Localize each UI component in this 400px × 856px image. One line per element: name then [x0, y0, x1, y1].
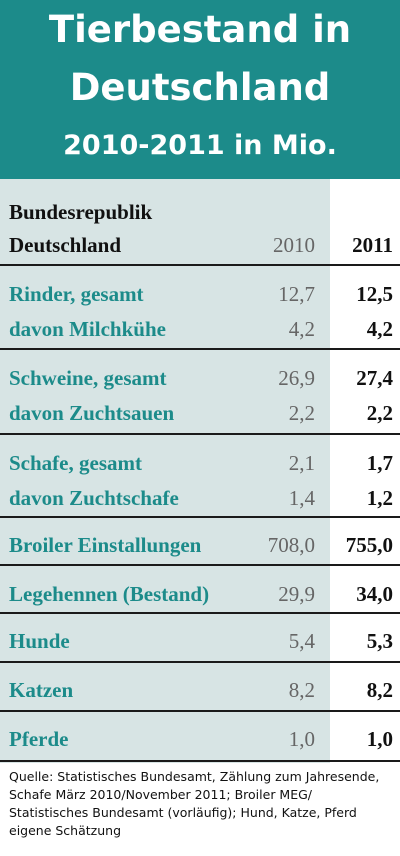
value-2010: 12,7	[278, 282, 315, 306]
value-2010: 1,4	[288, 486, 315, 510]
value-2010: 26,9	[278, 366, 315, 390]
divider	[0, 612, 400, 614]
divider	[0, 760, 400, 762]
value-2010: 1,0	[288, 727, 315, 751]
row-label: Hunde	[9, 629, 70, 653]
value-2011: 1,7	[366, 451, 393, 475]
divider	[0, 661, 400, 663]
value-2011: 12,5	[356, 282, 393, 306]
value-2010: 2,2	[288, 401, 315, 425]
title-line-1: Tierbestand in	[48, 8, 352, 51]
value-2011: 5,3	[366, 629, 393, 653]
table-row-rinder: Rinder, gesamt 12,7 12,5	[0, 279, 400, 309]
value-2010: 8,2	[288, 678, 315, 702]
table-header-row-1: Bundesrepublik	[0, 197, 400, 227]
data-table: Bundesrepublik Deutschland 2010 2011 Rin…	[0, 179, 400, 763]
value-2011: 8,2	[366, 678, 393, 702]
header-banner: Tierbestand in Deutschland 2010-2011 in …	[0, 0, 400, 179]
table-row-pferde: Pferde 1,0 1,0	[0, 724, 400, 754]
divider	[0, 348, 400, 350]
value-2011: 2,2	[366, 401, 393, 425]
divider	[0, 264, 400, 266]
source-line-3: Statistisches Bundesamt (vorläufig); Hun…	[9, 805, 357, 820]
divider	[0, 564, 400, 566]
value-2010: 29,9	[278, 582, 315, 606]
row-label: Legehennen (Bestand)	[9, 582, 210, 606]
table-row-zuchtschafe: davon Zuchtschafe 1,4 1,2	[0, 483, 400, 513]
table-row-legehennen: Legehennen (Bestand) 29,9 34,0	[0, 579, 400, 609]
table-row-zuchtsauen: davon Zuchtsauen 2,2 2,2	[0, 398, 400, 428]
table-row-schweine: Schweine, gesamt 26,9 27,4	[0, 363, 400, 393]
source-line-4: eigene Schätzung	[9, 823, 122, 838]
year-2010-header: 2010	[273, 233, 315, 257]
source-note: Quelle: Statistisches Bundesamt, Zählung…	[9, 768, 397, 840]
subtitle: 2010-2011 in Mio.	[63, 130, 337, 161]
source-line-1: Quelle: Statistisches Bundesamt, Zählung…	[9, 769, 380, 784]
value-2011: 4,2	[366, 317, 393, 341]
row-label: Schweine, gesamt	[9, 366, 167, 390]
region-label-line-2: Deutschland	[9, 233, 122, 257]
table-row-broiler: Broiler Einstallungen 708,0 755,0	[0, 530, 400, 560]
value-2011: 1,0	[366, 727, 393, 751]
year-2011-header: 2011	[352, 233, 393, 257]
divider	[0, 433, 400, 435]
value-2010: 5,4	[288, 629, 315, 653]
value-2011: 755,0	[345, 533, 393, 557]
row-label: Broiler Einstallungen	[9, 533, 202, 557]
value-2010: 4,2	[288, 317, 315, 341]
row-label: Rinder, gesamt	[9, 282, 144, 306]
row-label: davon Milchkühe	[9, 317, 166, 341]
table-row-hunde: Hunde 5,4 5,3	[0, 626, 400, 656]
title-line-2: Deutschland	[69, 66, 331, 109]
row-label: Pferde	[9, 727, 69, 751]
table-header-row-2: Deutschland 2010 2011	[0, 230, 400, 260]
source-line-2: Schafe März 2010/November 2011; Broiler …	[9, 787, 313, 802]
table-row-katzen: Katzen 8,2 8,2	[0, 675, 400, 705]
region-label-line-1: Bundesrepublik	[9, 200, 153, 224]
table-row-milchkuehe: davon Milchkühe 4,2 4,2	[0, 314, 400, 344]
column-2011-highlight	[330, 179, 400, 763]
row-label: davon Zuchtschafe	[9, 486, 179, 510]
row-label: davon Zuchtsauen	[9, 401, 175, 425]
value-2010: 708,0	[267, 533, 315, 557]
row-label: Katzen	[9, 678, 74, 702]
row-label: Schafe, gesamt	[9, 451, 142, 475]
value-2010: 2,1	[288, 451, 315, 475]
value-2011: 34,0	[356, 582, 393, 606]
table-row-schafe: Schafe, gesamt 2,1 1,7	[0, 448, 400, 478]
divider	[0, 516, 400, 518]
divider	[0, 710, 400, 712]
value-2011: 1,2	[366, 486, 393, 510]
value-2011: 27,4	[356, 366, 393, 390]
